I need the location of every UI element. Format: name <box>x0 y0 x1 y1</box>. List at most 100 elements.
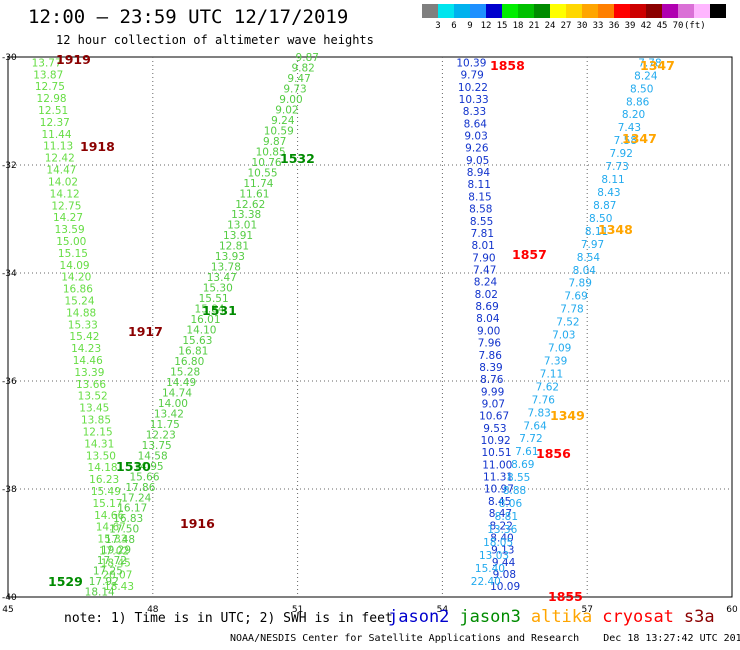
wave-height-value: 17.48 <box>105 534 135 546</box>
wave-height-value: 14.66 <box>94 510 124 522</box>
colorbar-swatch <box>550 4 566 18</box>
colorbar-label: 36 <box>608 21 620 31</box>
colorbar-swatch <box>454 4 470 18</box>
colorbar-swatch <box>518 4 534 18</box>
colorbar-label: 42 <box>640 21 652 31</box>
wave-height-value: 8.24 <box>634 70 658 82</box>
wave-height-value: 17.24 <box>121 492 151 504</box>
wave-height-value: 10.33 <box>459 94 489 106</box>
wave-height-value: 18.05 <box>483 537 513 549</box>
colorbar-swatch <box>710 4 726 18</box>
wave-height-value: 10.55 <box>247 167 277 179</box>
colorbar-label: (ft) <box>684 21 706 31</box>
wave-height-value: 7.72 <box>519 433 542 445</box>
colorbar-label: 30 <box>576 21 588 31</box>
lon-tick-label: 51 <box>292 605 303 615</box>
colorbar-swatch <box>422 4 438 18</box>
footer-date: Dec 18 13:27:42 UTC 2019 <box>603 633 740 644</box>
wave-height-value: 11.75 <box>150 419 180 431</box>
wave-height-value: 7.62 <box>536 381 559 393</box>
wave-height-value: 8.64 <box>464 118 488 130</box>
colorbar-swatch <box>502 4 518 18</box>
wave-height-value: 8.55 <box>507 472 530 484</box>
wave-height-value: 14.46 <box>73 355 103 367</box>
colorbar-label: 9 <box>467 21 473 31</box>
wave-height-value: 8.69 <box>475 301 498 313</box>
lat-tick-label: -38 <box>2 485 17 495</box>
pass-time-label: 1347 <box>640 58 675 73</box>
wave-height-value: 8.86 <box>626 96 650 108</box>
wave-height-value: 8.43 <box>597 187 620 199</box>
wave-height-value: 8.69 <box>511 459 534 471</box>
wave-height-value: 12.98 <box>37 93 67 105</box>
pass-time-label: 1919 <box>56 52 91 67</box>
colorbar-label: 70 <box>672 21 684 31</box>
wave-height-value: 10.51 <box>481 447 511 459</box>
wave-height-value: 18.14 <box>85 587 115 599</box>
colorbar-label: 6 <box>451 21 457 31</box>
wave-height-value: 9.99 <box>481 386 504 398</box>
wave-height-value: 16.83 <box>113 513 143 525</box>
wave-height-value: 13.03 <box>479 550 509 562</box>
wave-height-value: 11.44 <box>41 129 71 141</box>
wave-height-value: 18.45 <box>101 557 131 569</box>
units-note: note: 1) Time is in UTC; 2) SWH is in fe… <box>64 611 393 626</box>
satellite-legend-item: s3a <box>683 607 715 627</box>
wave-height-value: 7.83 <box>527 407 550 419</box>
wave-height-value: 14.20 <box>61 272 91 284</box>
wave-height-value: 15.51 <box>199 293 229 305</box>
pass-time-label: 1855 <box>548 589 583 604</box>
colorbar-label: 24 <box>544 21 556 31</box>
wave-height-value: 13.45 <box>79 403 109 415</box>
wave-height-value: 9.79 <box>460 70 483 82</box>
wave-height-value: 10.92 <box>481 435 511 447</box>
wave-height-value: 16.17 <box>117 503 147 515</box>
wave-height-value: 8.22 <box>490 520 513 532</box>
wave-height-value: 12.51 <box>38 105 68 117</box>
wave-height-value: 13.75 <box>142 440 172 452</box>
wave-height-value: 12.42 <box>45 153 75 165</box>
wave-height-value: 14.67 <box>96 522 126 534</box>
wave-height-value: 7.86 <box>479 350 503 362</box>
wave-height-value: 10.59 <box>264 125 294 137</box>
colorbar-swatch <box>486 4 502 18</box>
wave-height-value: 8.33 <box>463 106 486 118</box>
wave-height-value: 8.11 <box>601 174 624 186</box>
wave-height-value: 12.23 <box>146 429 176 441</box>
wave-height-value: 13.87 <box>33 69 63 81</box>
wave-height-value: 16.01 <box>190 314 220 326</box>
wave-height-value: 9.87 <box>263 136 286 148</box>
wave-height-value: 7.52 <box>556 317 579 329</box>
wave-height-value: 10.22 <box>458 82 488 94</box>
pass-time-label: 1857 <box>512 247 547 262</box>
footer: NOAA/NESDIS Center for Satellite Applica… <box>230 633 740 644</box>
wave-height-value: 10.39 <box>456 57 486 69</box>
map-title: 12:00 – 23:59 UTC 12/17/2019 <box>28 6 349 28</box>
wave-height-value: 15.63 <box>182 335 212 347</box>
wave-height-value: 15.28 <box>170 366 200 378</box>
wave-height-value: 8.04 <box>573 265 597 277</box>
wave-height-value: 9.00 <box>477 325 500 337</box>
colorbar-swatch <box>678 4 694 18</box>
wave-height-value: 7.78 <box>560 304 583 316</box>
wave-height-value: 8.55 <box>470 216 493 228</box>
colorbar-label: 39 <box>624 21 636 31</box>
colorbar-swatch <box>646 4 662 18</box>
wave-height-value: 17.02 <box>99 545 129 557</box>
pass-time-label: 1347 <box>622 131 657 146</box>
wave-height-value: 8.94 <box>467 167 491 179</box>
wave-height-value: 11.00 <box>482 459 512 471</box>
lat-tick-label: -40 <box>2 593 17 603</box>
footer-org: NOAA/NESDIS Center for Satellite Applica… <box>230 633 580 644</box>
wave-height-value: 9.13 <box>491 545 514 557</box>
lon-tick-label: 57 <box>581 605 592 615</box>
wave-height-value: 22.40 <box>471 576 501 588</box>
wave-height-value: 8.06 <box>499 498 523 510</box>
wave-height-value: 7.47 <box>473 264 496 276</box>
s3a-track: 13.7713.8712.7512.9812.5112.3711.4411.13… <box>32 57 134 593</box>
wave-height-value: 8.50 <box>630 83 653 95</box>
wave-height-value: 17.86 <box>125 482 155 494</box>
wave-height-value: 8.11 <box>585 226 608 238</box>
wave-height-value: 9.05 <box>466 155 489 167</box>
satellite-tracks: 13.7713.8712.7512.9812.5112.3711.4411.13… <box>32 52 662 599</box>
